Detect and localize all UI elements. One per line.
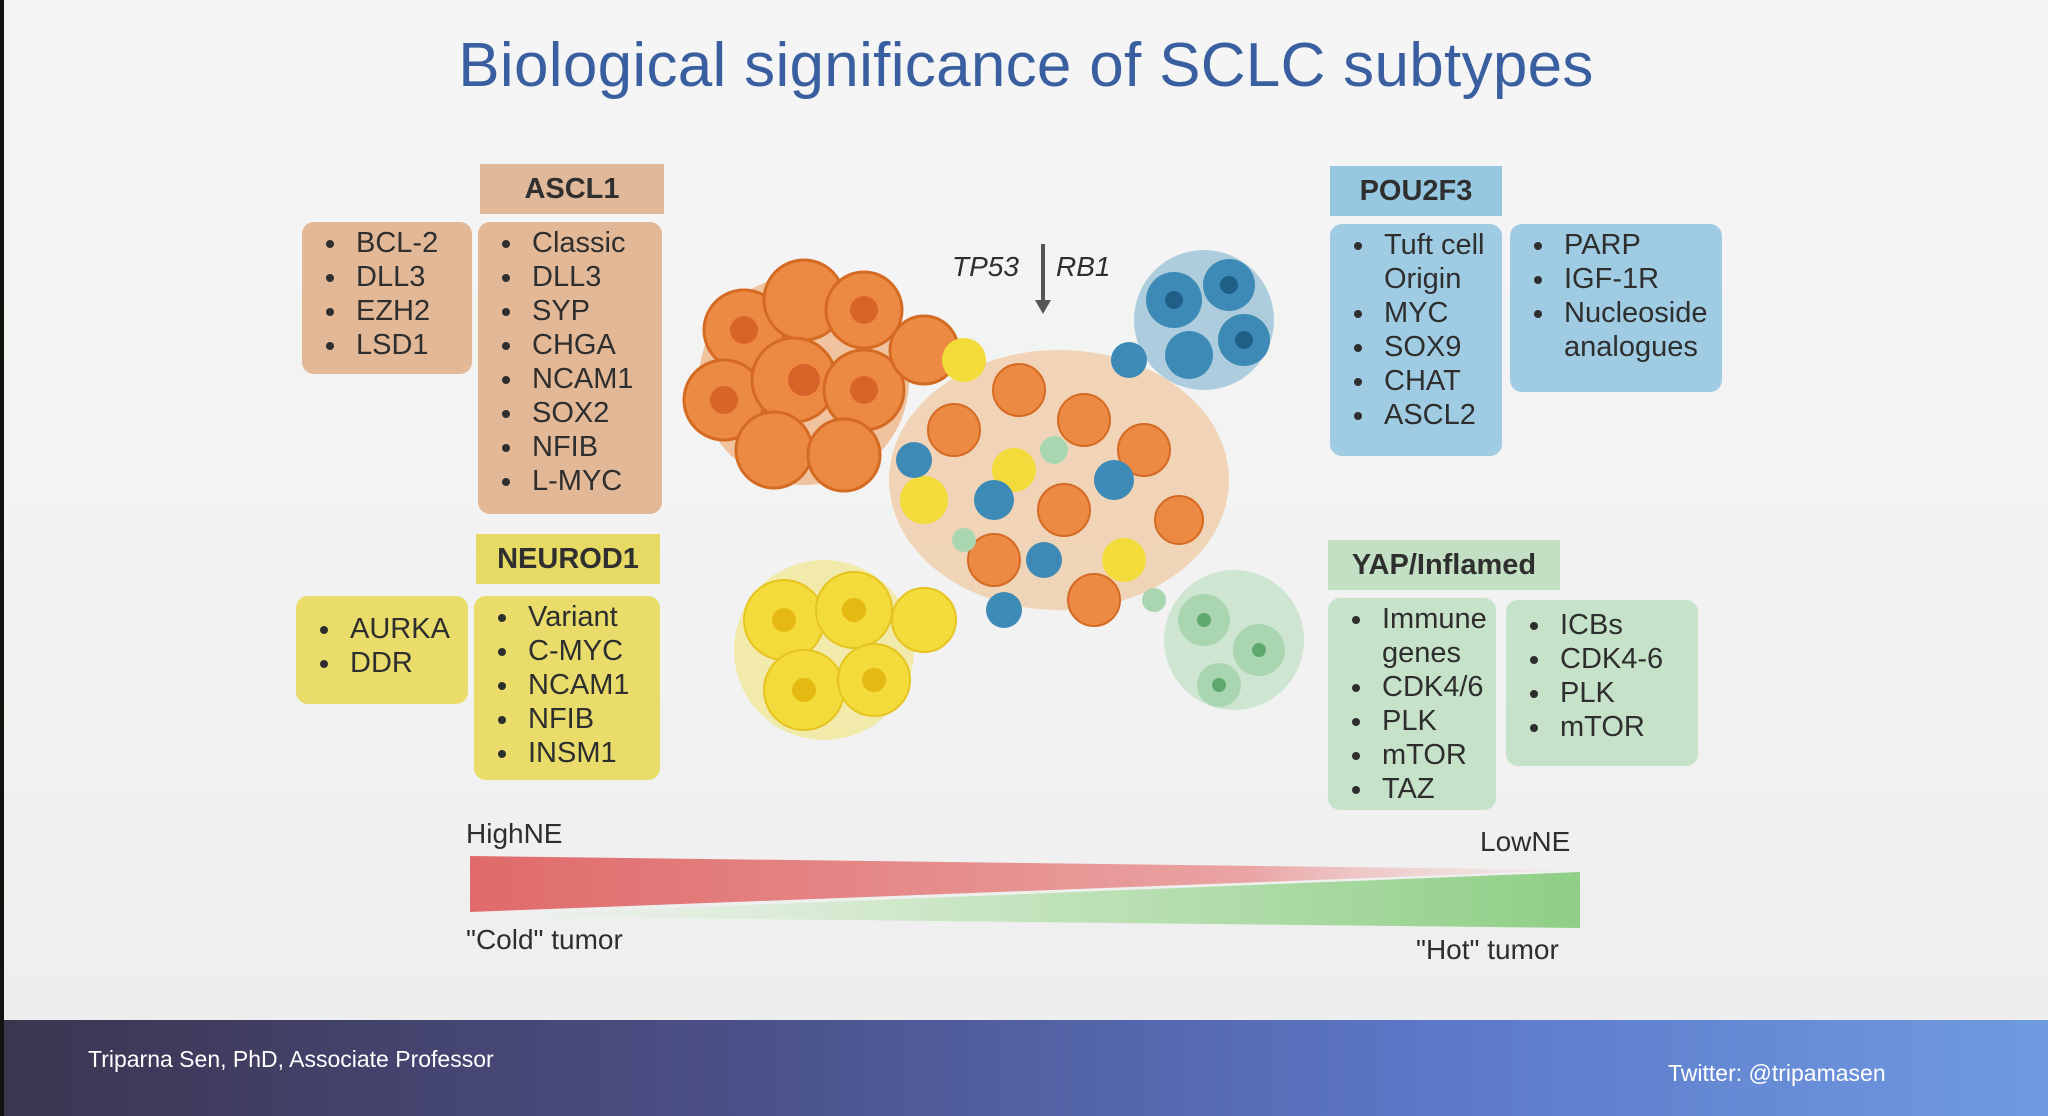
list-item: C-MYC <box>494 634 650 668</box>
slide: Biological significance of SCLC subtypes… <box>4 0 2048 1116</box>
high-ne-gradient-bar <box>470 856 1580 912</box>
low-ne-gradient-bar <box>470 872 1580 928</box>
list-item: Nucleoside analogues <box>1530 296 1712 364</box>
list-item: PLK <box>1526 676 1688 710</box>
slide-title: Biological significance of SCLC subtypes <box>458 31 1594 100</box>
neurod1-header: NEUROD1 <box>476 534 660 584</box>
tp53-label: TP53 <box>952 251 1019 282</box>
list-item: mTOR <box>1348 738 1492 772</box>
list-item: DLL3 <box>322 260 462 294</box>
list-item: NCAM1 <box>498 362 652 396</box>
pou2f3-cell-cluster <box>1134 250 1274 390</box>
list-item: AURKA <box>316 612 458 646</box>
presenter-name: Triparna Sen, PhD, Associate Professor <box>88 1046 494 1072</box>
list-item: ICBs <box>1526 608 1688 642</box>
list-item: BCL-2 <box>322 226 462 260</box>
ascl1-header: ASCL1 <box>480 164 664 214</box>
list-item: DDR <box>316 646 458 680</box>
list-item: CHGA <box>498 328 652 362</box>
yap-header: YAP/Inflamed <box>1328 540 1560 590</box>
list-item: CDK4-6 <box>1526 642 1688 676</box>
yap-markers-box: Immune genes CDK4/6 PLK mTOR TAZ <box>1328 598 1496 810</box>
list-item: LSD1 <box>322 328 462 362</box>
list-item: L-MYC <box>498 464 652 498</box>
ascl1-markers-box: Classic DLL3 SYP CHGA NCAM1 SOX2 NFIB L-… <box>478 222 662 514</box>
list-item: SYP <box>498 294 652 328</box>
down-arrow-icon <box>1035 244 1051 314</box>
list-item: EZH2 <box>322 294 462 328</box>
list-item: NFIB <box>498 430 652 464</box>
cold-tumor-label: "Cold" tumor <box>466 924 623 955</box>
neurod1-markers-box: Variant C-MYC NCAM1 NFIB INSM1 <box>474 596 660 780</box>
list-item: TAZ <box>1348 772 1492 806</box>
list-item: MYC <box>1350 296 1498 330</box>
mixed-tumor-cluster <box>889 338 1229 628</box>
neurod1-targets-box: AURKA DDR <box>296 596 468 704</box>
yap-cell-cluster <box>1164 570 1304 710</box>
list-item: NCAM1 <box>494 668 650 702</box>
twitter-handle: Twitter: @tripamasen <box>1668 1060 1886 1086</box>
list-item: Tuft cell Origin <box>1350 228 1498 296</box>
list-item: Immune genes <box>1348 602 1492 670</box>
neurod1-cell-cluster <box>734 560 957 740</box>
list-item: DLL3 <box>498 260 652 294</box>
pou2f3-header: POU2F3 <box>1330 166 1502 216</box>
list-item: CDK4/6 <box>1348 670 1492 704</box>
list-item: Variant <box>494 600 650 634</box>
list-item: PARP <box>1530 228 1712 262</box>
tumor-cells-illustration: TP53 RB1 <box>470 244 1580 928</box>
yap-targets-box: ICBs CDK4-6 PLK mTOR <box>1506 600 1698 766</box>
low-ne-label: LowNE <box>1480 826 1571 857</box>
list-item: Classic <box>498 226 652 260</box>
list-item: CHAT <box>1350 364 1498 398</box>
list-item: SOX2 <box>498 396 652 430</box>
list-item: mTOR <box>1526 710 1688 744</box>
footer-bar: Triparna Sen, PhD, Associate Professor T… <box>4 1020 2048 1116</box>
pou2f3-markers-box: Tuft cell Origin MYC SOX9 CHAT ASCL2 <box>1330 224 1502 456</box>
list-item: INSM1 <box>494 736 650 770</box>
ascl1-cell-cluster <box>682 258 960 493</box>
list-item: IGF-1R <box>1530 262 1712 296</box>
list-item: PLK <box>1348 704 1492 738</box>
pou2f3-targets-box: PARP IGF-1R Nucleoside analogues <box>1510 224 1722 392</box>
rb1-label: RB1 <box>1056 251 1110 282</box>
high-ne-label: HighNE <box>466 818 563 849</box>
list-item: NFIB <box>494 702 650 736</box>
list-item: ASCL2 <box>1350 398 1498 432</box>
ascl1-targets-box: BCL-2 DLL3 EZH2 LSD1 <box>302 222 472 374</box>
hot-tumor-label: "Hot" tumor <box>1416 934 1559 965</box>
list-item: SOX9 <box>1350 330 1498 364</box>
